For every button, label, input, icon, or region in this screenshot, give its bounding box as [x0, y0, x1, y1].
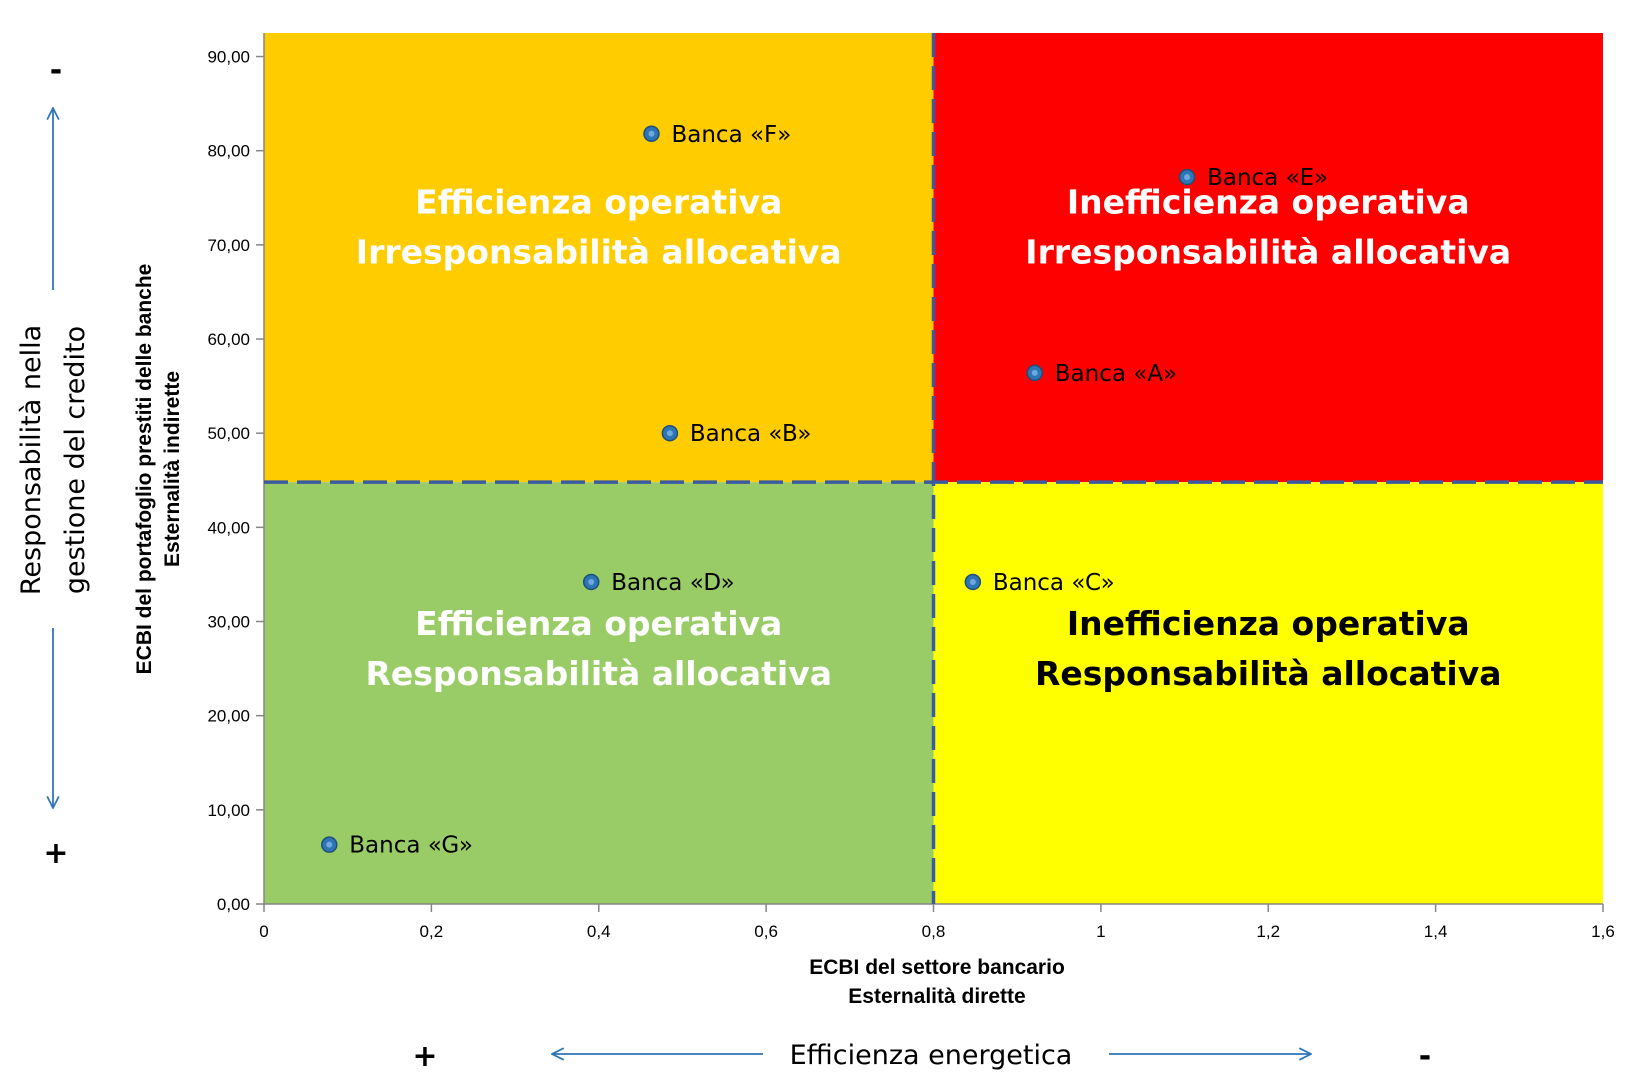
data-point-label: Banca «B» [690, 421, 812, 447]
y-tick-label: 70,00 [207, 236, 250, 255]
quadrant-bottom-right-label-line-1: Inefficienza operativa [1067, 604, 1470, 643]
threshold-lines [264, 33, 1603, 904]
side-axis-label-line-1: Responsabilità nella [16, 325, 47, 595]
data-point-label: Banca «G» [349, 833, 473, 859]
x-tick-label: 1,2 [1256, 922, 1280, 941]
quadrant-bottom-left-label-line-2: Responsabilità allocativa [366, 654, 832, 693]
x-tick-label: 1,6 [1591, 922, 1615, 941]
bottom-axis-left-sign: + [412, 1039, 437, 1074]
data-point-highlight [969, 578, 976, 585]
data-point-highlight [326, 841, 333, 848]
x-tick-label: 1,4 [1424, 922, 1448, 941]
y-tick-label: 60,00 [207, 330, 250, 349]
side-axis-top-sign: - [50, 53, 62, 88]
bottom-axis-right-sign: - [1419, 1039, 1431, 1074]
data-point-highlight [648, 130, 655, 137]
data-point-label: Banca «F» [671, 122, 791, 148]
side-axis-bottom-sign: + [43, 836, 68, 871]
y-tick-label: 10,00 [207, 801, 250, 820]
quadrant-bottom-left-label-line-1: Efficienza operativa [415, 604, 782, 643]
data-point-label: Banca «E» [1207, 165, 1328, 191]
data-point-highlight [1184, 174, 1191, 181]
y-tick-label: 20,00 [207, 707, 250, 726]
data-point-highlight [1031, 369, 1038, 376]
quadrant-top-right [933, 33, 1603, 483]
quadrant-top-left [264, 33, 934, 483]
y-axis-title-line-1: ECBI del portafoglio prestiti delle banc… [133, 264, 156, 675]
y-tick-label: 40,00 [207, 518, 250, 537]
x-tick-label: 0,2 [420, 922, 444, 941]
quadrant-top-left-label-line-1: Efficienza operativa [415, 183, 782, 222]
y-axis-title-line-2: Esternalità indirette [161, 371, 184, 567]
x-tick-label: 0 [259, 922, 268, 941]
quadrant-labels: Efficienza operativa Irresponsabilità all… [356, 183, 1511, 694]
data-point-highlight [588, 578, 595, 585]
quadrant-top-left-label-line-2: Irresponsabilità allocativa [356, 233, 842, 272]
x-tick-label: 0,6 [754, 922, 778, 941]
quadrant-bottom-right [933, 482, 1603, 904]
y-tick-label: 0,00 [217, 895, 250, 914]
quadrant-bottom-right-label-line-2: Responsabilità allocativa [1035, 654, 1501, 693]
data-point-label: Banca «D» [611, 570, 735, 596]
quadrant-top-right-label-line-2: Irresponsabilità allocativa [1025, 233, 1511, 272]
quadrant-top-right-label-line-1: Inefficienza operativa [1067, 183, 1470, 222]
data-point-highlight [666, 430, 673, 437]
y-tick-label: 80,00 [207, 142, 250, 161]
quadrant-backgrounds [264, 33, 1603, 904]
data-point-label: Banca «A» [1055, 361, 1177, 387]
bottom-axis-label: Efficienza energetica [790, 1040, 1073, 1071]
x-tick-label: 0,8 [922, 922, 946, 941]
side-axis-label-line-2: gestione del credito [60, 326, 91, 594]
data-point-label: Banca «C» [993, 570, 1115, 596]
x-tick-label: 0,4 [587, 922, 611, 941]
y-tick-label: 90,00 [207, 48, 250, 67]
y-tick-label: 50,00 [207, 424, 250, 443]
x-tick-label: 1 [1096, 922, 1105, 941]
quadrant-bottom-left [264, 482, 934, 904]
x-axis-title-line-1: ECBI del settore bancario [809, 956, 1065, 979]
y-tick-label: 30,00 [207, 613, 250, 632]
data-points: Banca «F» Banca «E» Banca «A» Banca «B» Banc… [321, 122, 1328, 859]
x-axis-title-line-2: Esternalità dirette [848, 985, 1025, 1008]
